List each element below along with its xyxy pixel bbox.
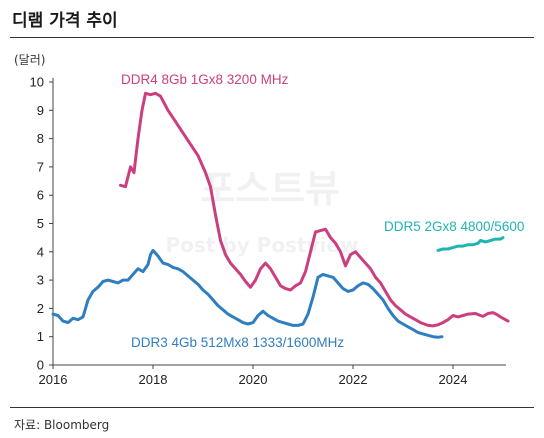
title-divider (10, 37, 534, 38)
series-lines (51, 91, 510, 339)
y-tick-label: 6 (37, 188, 44, 203)
ddr5-line (436, 236, 505, 252)
source-note: 자료: Bloomberg (14, 418, 110, 432)
axes: 0 1 2 3 4 5 6 7 8 9 10 2016 2018 2020 2022 2024 (30, 75, 506, 387)
source-divider (10, 407, 534, 408)
x-tick-label: 2022 (339, 372, 368, 387)
y-tick-label: 2 (37, 301, 44, 316)
y-tick-label: 1 (37, 329, 44, 344)
watermark: 포스트뷰 Post by Postview (166, 167, 359, 257)
watermark-subtext: Post by Postview (166, 233, 359, 257)
x-tick-label: 2020 (239, 372, 268, 387)
y-tick-label: 8 (37, 131, 44, 146)
ddr3-line (51, 248, 444, 339)
y-tick-label: 7 (37, 159, 44, 174)
y-tick-label: 9 (37, 103, 44, 118)
x-tick-label: 2024 (439, 372, 468, 387)
y-axis-unit: (달러) (14, 53, 46, 67)
y-tick-label: 5 (37, 216, 44, 231)
series-labels: DDR4 8Gb 1Gx8 3200 MHz DDR3 4Gb 512Mx8 13… (121, 72, 524, 350)
ddr3-label: DDR3 4Gb 512Mx8 1333/1600MHz (131, 335, 344, 350)
x-tick-label: 2018 (139, 372, 168, 387)
x-tick-label: 2016 (39, 372, 68, 387)
chart-title: 디램 가격 추이 (12, 11, 118, 31)
watermark-logo-text: 포스트뷰 (200, 167, 340, 211)
ddr4-line (119, 91, 510, 328)
ddr4-label: DDR4 8Gb 1Gx8 3200 MHz (121, 72, 289, 87)
y-tick-label: 0 (37, 358, 44, 373)
y-tick-label: 3 (37, 273, 44, 288)
y-tick-label: 10 (30, 75, 44, 90)
y-tick-label: 4 (37, 244, 44, 259)
ddr5-label: DDR5 2Gx8 4800/5600 (384, 219, 524, 234)
